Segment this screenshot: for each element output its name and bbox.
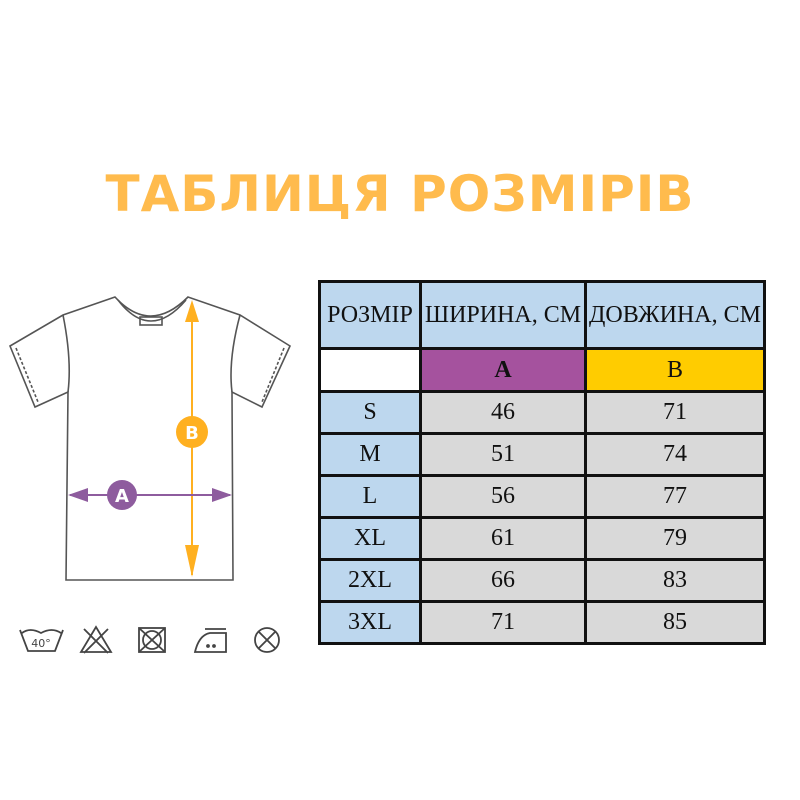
- svg-text:40°: 40°: [31, 637, 51, 650]
- no-bleach-icon: [79, 625, 113, 654]
- table-row: XL 61 79: [318, 516, 766, 561]
- label-b: B: [185, 423, 199, 444]
- width-cell: 56: [419, 474, 587, 519]
- width-cell: 51: [419, 432, 587, 477]
- subheader-row: A B: [318, 347, 766, 393]
- iron-medium-icon: [193, 628, 227, 653]
- length-cell: 85: [584, 600, 766, 645]
- header-width: ШИРИНА, СМ: [419, 280, 587, 350]
- size-cell: 3XL: [318, 600, 422, 645]
- header-row: РОЗМІР ШИРИНА, СМ ДОВЖИНА, СМ: [318, 280, 766, 350]
- subheader-a: A: [419, 347, 587, 393]
- table-row: L 56 77: [318, 474, 766, 519]
- size-table: РОЗМІР ШИРИНА, СМ ДОВЖИНА, СМ A B S 46 71 M…: [318, 280, 766, 645]
- width-cell: 61: [419, 516, 587, 561]
- subheader-empty: [318, 347, 422, 393]
- length-cell: 74: [584, 432, 766, 477]
- size-cell: M: [318, 432, 422, 477]
- subheader-b: B: [584, 347, 766, 393]
- table-row: 2XL 66 83: [318, 558, 766, 603]
- length-cell: 83: [584, 558, 766, 603]
- width-cell: 71: [419, 600, 587, 645]
- table-row: M 51 74: [318, 432, 766, 477]
- table-row: 3XL 71 85: [318, 600, 766, 645]
- tshirt-diagram: B A: [8, 296, 292, 581]
- wash-40-icon: 40°: [19, 629, 64, 652]
- header-length: ДОВЖИНА, СМ: [584, 280, 766, 350]
- length-cell: 77: [584, 474, 766, 519]
- length-cell: 79: [584, 516, 766, 561]
- label-a: A: [115, 486, 129, 507]
- size-cell: S: [318, 390, 422, 435]
- header-size: РОЗМІР: [318, 280, 422, 350]
- size-cell: XL: [318, 516, 422, 561]
- length-arrow-b: B: [176, 300, 208, 577]
- size-cell: 2XL: [318, 558, 422, 603]
- width-arrow-a: A: [68, 480, 232, 510]
- page-title: ТАБЛИЦЯ РОЗМІРІВ: [105, 165, 695, 223]
- table-row: S 46 71: [318, 390, 766, 435]
- no-dry-clean-icon: [254, 627, 280, 653]
- width-cell: 46: [419, 390, 587, 435]
- care-icons: 40°: [19, 625, 280, 654]
- no-tumble-dry-icon: [138, 627, 166, 653]
- length-cell: 71: [584, 390, 766, 435]
- width-cell: 66: [419, 558, 587, 603]
- size-cell: L: [318, 474, 422, 519]
